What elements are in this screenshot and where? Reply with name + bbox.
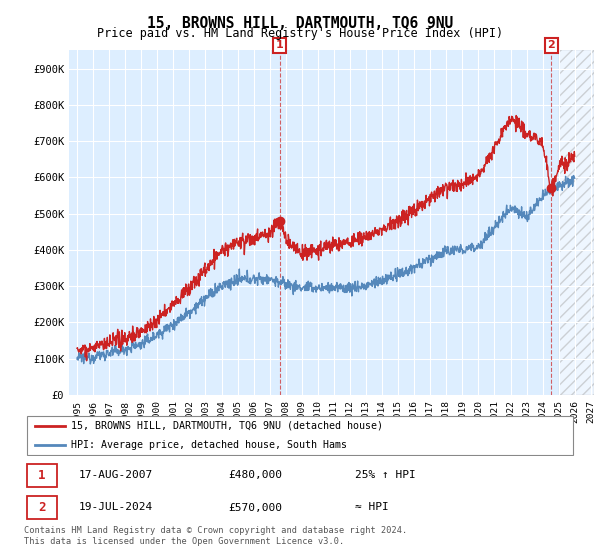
Text: Price paid vs. HM Land Registry's House Price Index (HPI): Price paid vs. HM Land Registry's House … [97, 27, 503, 40]
FancyBboxPatch shape [27, 416, 573, 455]
Text: £480,000: £480,000 [228, 470, 282, 480]
FancyBboxPatch shape [27, 464, 57, 487]
FancyBboxPatch shape [27, 496, 57, 519]
Text: HPI: Average price, detached house, South Hams: HPI: Average price, detached house, Sout… [71, 440, 347, 450]
Text: 19-JUL-2024: 19-JUL-2024 [79, 502, 154, 512]
Text: 17-AUG-2007: 17-AUG-2007 [79, 470, 154, 480]
Text: 25% ↑ HPI: 25% ↑ HPI [355, 470, 416, 480]
Text: 2: 2 [38, 501, 46, 514]
Text: 1: 1 [38, 469, 46, 482]
Text: 15, BROWNS HILL, DARTMOUTH, TQ6 9NU: 15, BROWNS HILL, DARTMOUTH, TQ6 9NU [147, 16, 453, 31]
Text: £570,000: £570,000 [228, 502, 282, 512]
Text: ≈ HPI: ≈ HPI [355, 502, 389, 512]
Text: 2: 2 [547, 40, 555, 50]
Text: 1: 1 [276, 40, 284, 50]
Text: Contains HM Land Registry data © Crown copyright and database right 2024.
This d: Contains HM Land Registry data © Crown c… [24, 526, 407, 546]
Text: 15, BROWNS HILL, DARTMOUTH, TQ6 9NU (detached house): 15, BROWNS HILL, DARTMOUTH, TQ6 9NU (det… [71, 421, 383, 431]
